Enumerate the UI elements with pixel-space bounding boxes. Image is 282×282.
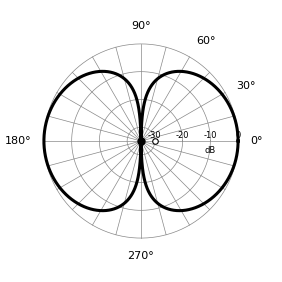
- Text: 60°: 60°: [196, 36, 215, 46]
- Text: 270°: 270°: [128, 251, 154, 261]
- Text: 180°: 180°: [5, 136, 31, 146]
- Text: -10: -10: [204, 131, 217, 140]
- Text: -30: -30: [148, 131, 162, 140]
- Text: dB: dB: [205, 146, 216, 155]
- Text: -20: -20: [176, 131, 189, 140]
- Text: 0°: 0°: [251, 136, 263, 146]
- Text: 30°: 30°: [236, 81, 255, 91]
- Text: 90°: 90°: [131, 21, 151, 31]
- Text: 0: 0: [235, 131, 241, 140]
